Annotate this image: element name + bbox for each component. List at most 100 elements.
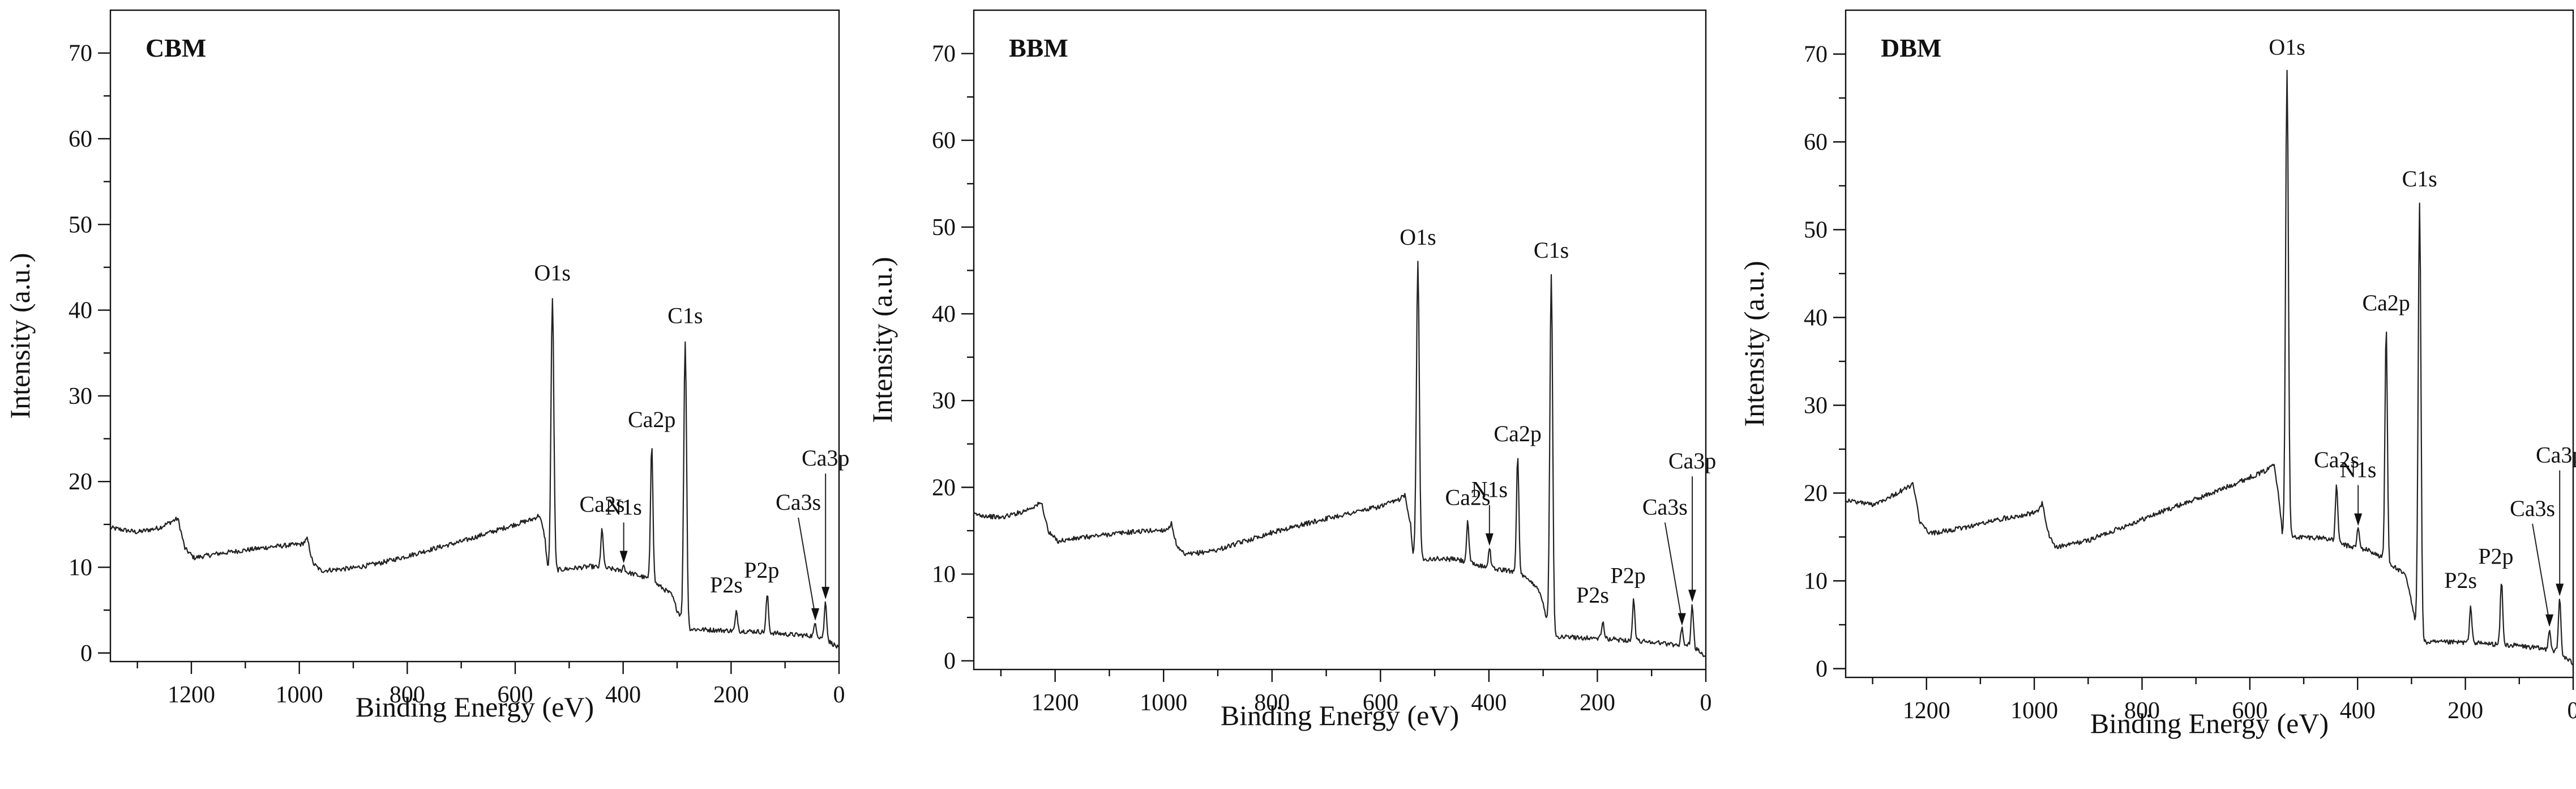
- x-tick-label: 400: [2340, 698, 2376, 724]
- peak-arrowhead: [2556, 583, 2564, 596]
- y-tick-label: 30: [932, 388, 956, 414]
- spectrum-line: [1845, 70, 2574, 666]
- peak-arrowhead: [821, 587, 830, 600]
- y-axis-title: Intensity (a.u.): [4, 253, 36, 419]
- x-tick-label: 600: [1363, 690, 1398, 716]
- y-tick-label: 60: [1804, 130, 1828, 156]
- x-tick-label: 800: [2124, 698, 2160, 724]
- y-tick-label: 50: [1804, 217, 1828, 244]
- peak-label: Ca2p: [2362, 290, 2410, 315]
- peak-label: Ca3s: [2510, 496, 2555, 521]
- peak-label: P2s: [710, 572, 743, 598]
- peak-label: Ca3p: [802, 445, 849, 471]
- x-tick-label: 1000: [2010, 698, 2058, 724]
- y-tick-label: 10: [1804, 569, 1828, 595]
- y-tick-label: 50: [69, 212, 92, 238]
- peak-arrowhead: [1688, 590, 1697, 603]
- peak-arrowhead: [619, 551, 628, 564]
- peak-arrowhead: [2545, 614, 2554, 627]
- x-tick-label: 1200: [1903, 698, 1950, 724]
- y-tick-label: 20: [69, 469, 92, 495]
- y-tick-label: 60: [69, 126, 92, 152]
- peak-label: Ca3s: [776, 489, 821, 515]
- x-tick-label: 0: [1700, 690, 1712, 716]
- peak-label: Ca2s: [2314, 447, 2359, 472]
- y-tick-label: 40: [69, 298, 92, 324]
- x-tick-label: 400: [1471, 690, 1507, 716]
- y-tick-label: 20: [1804, 481, 1828, 507]
- x-tick-label: 800: [390, 682, 425, 708]
- x-tick-label: 1200: [168, 682, 215, 708]
- panel-title: CBM: [146, 33, 206, 62]
- peak-arrowhead: [1485, 533, 1494, 546]
- x-tick-label: 800: [1254, 690, 1290, 716]
- x-tick-label: 200: [2447, 698, 2483, 724]
- peak-label: C1s: [2402, 166, 2437, 191]
- y-tick-label: 50: [932, 215, 956, 241]
- x-tick-label: 600: [498, 682, 533, 708]
- x-tick-label: 1000: [276, 682, 323, 708]
- peak-label: P2s: [1576, 582, 1609, 608]
- x-tick-label: 200: [713, 682, 749, 708]
- y-tick-label: 70: [69, 41, 92, 67]
- peak-label: C1s: [1534, 237, 1569, 263]
- peak-arrowhead: [811, 608, 820, 621]
- x-tick-label: 400: [605, 682, 641, 708]
- y-tick-label: 0: [944, 649, 956, 675]
- x-tick-label: 1200: [1032, 690, 1079, 716]
- peak-label: N1s: [1471, 477, 1508, 502]
- spectrum-line: [109, 298, 840, 649]
- plot-frame: [973, 9, 1707, 671]
- y-tick-label: 60: [932, 128, 956, 154]
- plot-frame: [1845, 9, 2574, 679]
- y-tick-label: 70: [932, 41, 956, 67]
- peak-label: O1s: [534, 260, 571, 285]
- peak-label: O1s: [2269, 35, 2305, 60]
- chart-panel-cbm: 0 10 20 30 40 50 60 70 1200 1000 800 600 400 200 0 Bind…: [4, 9, 849, 723]
- peak-label: Ca3s: [1642, 494, 1688, 519]
- chart-panel-dbm: 0 10 20 30 40 50 60 70 1200 1000 800 600 400 200 0 Bind…: [1738, 9, 2576, 739]
- panel-title: DBM: [1881, 33, 1941, 62]
- x-axis-title: Binding Energy (eV): [2090, 707, 2329, 739]
- chart-panel-bbm: 0 10 20 30 40 50 60 70 1200 1000 800 600 400 200 0 Bind…: [866, 9, 1716, 731]
- panel-title: BBM: [1009, 33, 1068, 62]
- plot-frame: [109, 9, 840, 663]
- peak-leader-line: [1664, 522, 1683, 621]
- y-tick-label: 20: [932, 475, 956, 501]
- y-tick-label: 30: [1804, 393, 1828, 419]
- peak-label: Ca3p: [1668, 448, 1716, 474]
- peak-label: C1s: [667, 303, 703, 329]
- peak-arrowhead: [1678, 613, 1686, 626]
- peak-label: P2p: [1610, 562, 1645, 588]
- peak-label: Ca2s: [1445, 485, 1491, 510]
- peak-leader-line: [2532, 523, 2551, 622]
- peak-arrowhead: [2354, 513, 2363, 526]
- peak-label: O1s: [1400, 224, 1436, 250]
- x-tick-label: 0: [2568, 698, 2576, 724]
- y-tick-label: 40: [1804, 305, 1828, 331]
- peak-label: P2s: [2444, 568, 2477, 593]
- peak-label: Ca2s: [579, 491, 624, 517]
- y-tick-label: 40: [932, 301, 956, 327]
- y-axis-title: Intensity (a.u.): [866, 257, 898, 423]
- y-tick-label: 0: [1816, 656, 1828, 683]
- y-tick-label: 10: [69, 555, 92, 581]
- x-axis-title: Binding Energy (eV): [356, 691, 594, 723]
- peak-label: P2p: [744, 557, 779, 583]
- y-axis-title: Intensity (a.u.): [1738, 261, 1770, 427]
- peak-label: Ca2p: [628, 407, 675, 432]
- peak-label: Ca2p: [1494, 421, 1541, 446]
- peak-leader-line: [798, 517, 816, 617]
- y-tick-label: 10: [932, 562, 956, 588]
- y-tick-label: 0: [80, 641, 92, 667]
- y-tick-label: 30: [69, 383, 92, 410]
- x-tick-label: 0: [833, 682, 845, 708]
- peak-label: P2p: [2478, 544, 2513, 569]
- x-axis-title: Binding Energy (eV): [1221, 700, 1459, 731]
- peak-label: Ca3p: [2536, 442, 2576, 468]
- x-tick-label: 1000: [1140, 690, 1187, 716]
- x-tick-label: 600: [2232, 698, 2267, 724]
- peak-label: N1s: [2340, 457, 2376, 483]
- y-tick-label: 70: [1804, 42, 1828, 68]
